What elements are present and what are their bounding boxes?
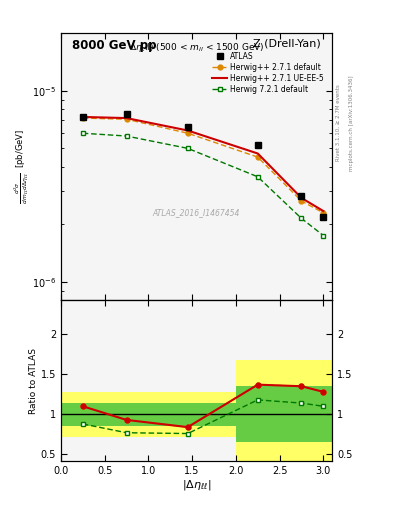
Line: Herwig 7.2.1 default: Herwig 7.2.1 default (80, 131, 326, 238)
Herwig++ 2.7.1 UE-EE-5 (299, 195, 304, 201)
ATLAS (185, 123, 190, 130)
ATLAS (124, 111, 129, 117)
Herwig 7.2.1 default (321, 232, 326, 239)
Herwig++ 2.7.1 default (321, 210, 326, 216)
Bar (236, 360, 332, 461)
Herwig 7.2.1 default (124, 133, 129, 139)
Bar (61, 403, 105, 425)
ATLAS (321, 214, 326, 220)
Herwig++ 2.7.1 default (124, 116, 129, 122)
Y-axis label: $\frac{d^2\sigma}{d\,m_{\ell\ell}\,d\Delta\eta_{\ell\ell}}$  [pb/GeV]: $\frac{d^2\sigma}{d\,m_{\ell\ell}\,d\Del… (13, 130, 31, 204)
Herwig++ 2.7.1 default (255, 154, 260, 160)
Bar (236, 386, 332, 442)
Text: Rivet 3.1.10, ≥ 2.7M events: Rivet 3.1.10, ≥ 2.7M events (336, 84, 341, 161)
Herwig++ 2.7.1 UE-EE-5 (321, 208, 326, 214)
Text: ATLAS_2016_I1467454: ATLAS_2016_I1467454 (153, 208, 240, 217)
Bar (149, 403, 236, 425)
Line: Herwig++ 2.7.1 UE-EE-5: Herwig++ 2.7.1 UE-EE-5 (83, 117, 323, 211)
ATLAS (81, 114, 85, 120)
Herwig++ 2.7.1 default (185, 130, 190, 136)
Text: $\Delta\eta$(ll) (500 < $m_{\mathit{ll}}$ < 1500 GeV): $\Delta\eta$(ll) (500 < $m_{\mathit{ll}}… (129, 41, 264, 54)
Herwig++ 2.7.1 UE-EE-5 (124, 115, 129, 121)
ATLAS (255, 142, 260, 148)
Line: ATLAS: ATLAS (80, 111, 327, 220)
Herwig++ 2.7.1 default (299, 198, 304, 204)
Line: Herwig++ 2.7.1 default: Herwig++ 2.7.1 default (80, 116, 326, 215)
Bar (105, 403, 149, 425)
Herwig++ 2.7.1 UE-EE-5 (185, 127, 190, 134)
X-axis label: $|\Delta\eta_{\ell\ell}|$: $|\Delta\eta_{\ell\ell}|$ (182, 478, 211, 493)
Text: Z (Drell-Yan): Z (Drell-Yan) (253, 38, 321, 49)
ATLAS (299, 194, 304, 200)
Herwig++ 2.7.1 UE-EE-5 (255, 151, 260, 157)
Bar (149, 392, 236, 437)
Y-axis label: Ratio to ATLAS: Ratio to ATLAS (29, 348, 38, 414)
Text: 8000 GeV pp: 8000 GeV pp (72, 38, 156, 52)
Herwig 7.2.1 default (299, 216, 304, 222)
Herwig++ 2.7.1 UE-EE-5 (81, 114, 85, 120)
Legend: ATLAS, Herwig++ 2.7.1 default, Herwig++ 2.7.1 UE-EE-5, Herwig 7.2.1 default: ATLAS, Herwig++ 2.7.1 default, Herwig++ … (210, 51, 325, 95)
Text: mcplots.cern.ch [arXiv:1306.3436]: mcplots.cern.ch [arXiv:1306.3436] (349, 75, 354, 170)
Herwig++ 2.7.1 default (81, 115, 85, 121)
Bar (105, 392, 149, 437)
Herwig 7.2.1 default (81, 130, 85, 136)
Bar (61, 392, 105, 437)
Herwig 7.2.1 default (255, 174, 260, 180)
Herwig 7.2.1 default (185, 145, 190, 152)
